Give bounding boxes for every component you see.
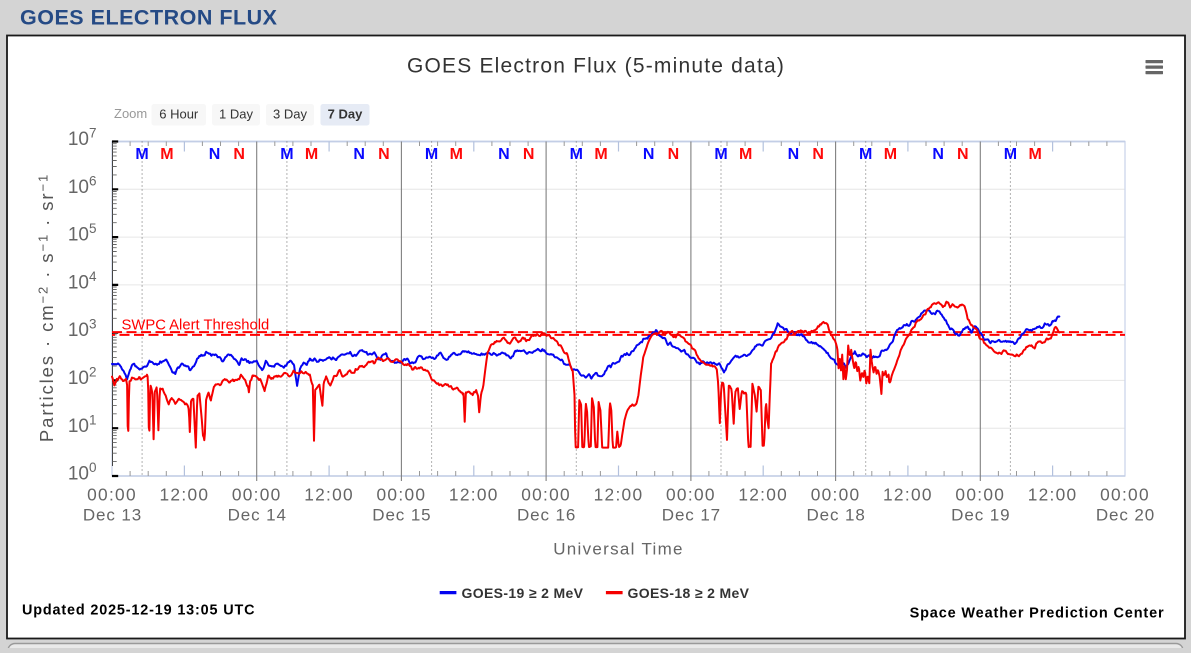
svg-text:Dec 14: Dec 14 (228, 505, 287, 524)
svg-text:SWPC Alert Threshold: SWPC Alert Threshold (122, 318, 270, 334)
svg-text:3 Day: 3 Day (273, 107, 307, 122)
svg-text:M: M (280, 146, 293, 163)
svg-text:M: M (739, 146, 752, 163)
svg-text:Dec 15: Dec 15 (372, 505, 431, 524)
svg-text:00:00: 00:00 (87, 485, 137, 505)
svg-text:M: M (594, 146, 607, 163)
svg-text:12:00: 12:00 (883, 485, 933, 505)
svg-text:106: 106 (68, 173, 97, 198)
svg-text:GOES-18 ≥ 2 MeV: GOES-18 ≥ 2 MeV (628, 585, 750, 601)
svg-text:Dec 19: Dec 19 (951, 505, 1010, 524)
svg-text:104: 104 (68, 269, 97, 294)
svg-text:00:00: 00:00 (377, 485, 427, 505)
svg-text:M: M (1004, 146, 1017, 163)
svg-text:00:00: 00:00 (521, 485, 571, 505)
svg-text:6 Hour: 6 Hour (159, 107, 199, 122)
svg-text:Universal Time: Universal Time (553, 539, 684, 558)
svg-text:N: N (523, 146, 535, 163)
svg-text:101: 101 (68, 412, 97, 437)
svg-text:N: N (957, 146, 969, 163)
svg-text:GOES Electron Flux (5-minute d: GOES Electron Flux (5-minute data) (407, 55, 785, 78)
svg-text:12:00: 12:00 (160, 485, 210, 505)
svg-text:Dec 17: Dec 17 (662, 505, 721, 524)
svg-text:Dec 16: Dec 16 (517, 505, 576, 524)
svg-text:1 Day: 1 Day (219, 107, 253, 122)
svg-text:12:00: 12:00 (738, 485, 788, 505)
svg-text:M: M (1029, 146, 1042, 163)
svg-text:Space Weather Prediction Cente: Space Weather Prediction Center (910, 606, 1165, 622)
svg-text:M: M (570, 146, 583, 163)
svg-text:N: N (353, 146, 365, 163)
svg-text:N: N (812, 146, 824, 163)
svg-text:00:00: 00:00 (955, 485, 1005, 505)
svg-text:Particles · cm−2 · s−1 · sr−1: Particles · cm−2 · s−1 · sr−1 (36, 173, 58, 442)
svg-text:12:00: 12:00 (304, 485, 354, 505)
svg-text:GOES-19 ≥ 2 MeV: GOES-19 ≥ 2 MeV (462, 585, 584, 601)
svg-text:100: 100 (68, 460, 97, 485)
svg-text:Dec 13: Dec 13 (83, 505, 142, 524)
svg-text:M: M (135, 146, 148, 163)
svg-text:Zoom: Zoom (114, 106, 147, 121)
svg-text:Dec 18: Dec 18 (806, 505, 865, 524)
svg-text:N: N (233, 146, 245, 163)
svg-text:N: N (498, 146, 510, 163)
svg-text:GOES ELECTRON FLUX: GOES ELECTRON FLUX (20, 6, 278, 30)
svg-text:12:00: 12:00 (1028, 485, 1078, 505)
svg-text:N: N (668, 146, 680, 163)
svg-text:M: M (425, 146, 438, 163)
svg-text:N: N (932, 146, 944, 163)
svg-text:N: N (378, 146, 390, 163)
svg-text:00:00: 00:00 (666, 485, 716, 505)
svg-text:M: M (305, 146, 318, 163)
svg-text:M: M (714, 146, 727, 163)
svg-text:105: 105 (68, 221, 97, 246)
svg-text:00:00: 00:00 (1100, 485, 1150, 505)
svg-text:7 Day: 7 Day (328, 107, 363, 122)
svg-text:00:00: 00:00 (811, 485, 861, 505)
svg-text:00:00: 00:00 (232, 485, 282, 505)
svg-text:M: M (160, 146, 173, 163)
svg-text:M: M (450, 146, 463, 163)
svg-text:M: M (884, 146, 897, 163)
svg-text:N: N (643, 146, 655, 163)
svg-text:Updated 2025-12-19 13:05 UTC: Updated 2025-12-19 13:05 UTC (22, 603, 255, 619)
svg-text:12:00: 12:00 (594, 485, 644, 505)
svg-text:102: 102 (68, 365, 97, 390)
svg-text:107: 107 (68, 126, 97, 151)
svg-text:103: 103 (68, 317, 97, 342)
svg-text:12:00: 12:00 (449, 485, 499, 505)
svg-text:N: N (788, 146, 800, 163)
svg-text:M: M (859, 146, 872, 163)
svg-text:Dec 20: Dec 20 (1096, 505, 1155, 524)
svg-text:N: N (209, 146, 221, 163)
